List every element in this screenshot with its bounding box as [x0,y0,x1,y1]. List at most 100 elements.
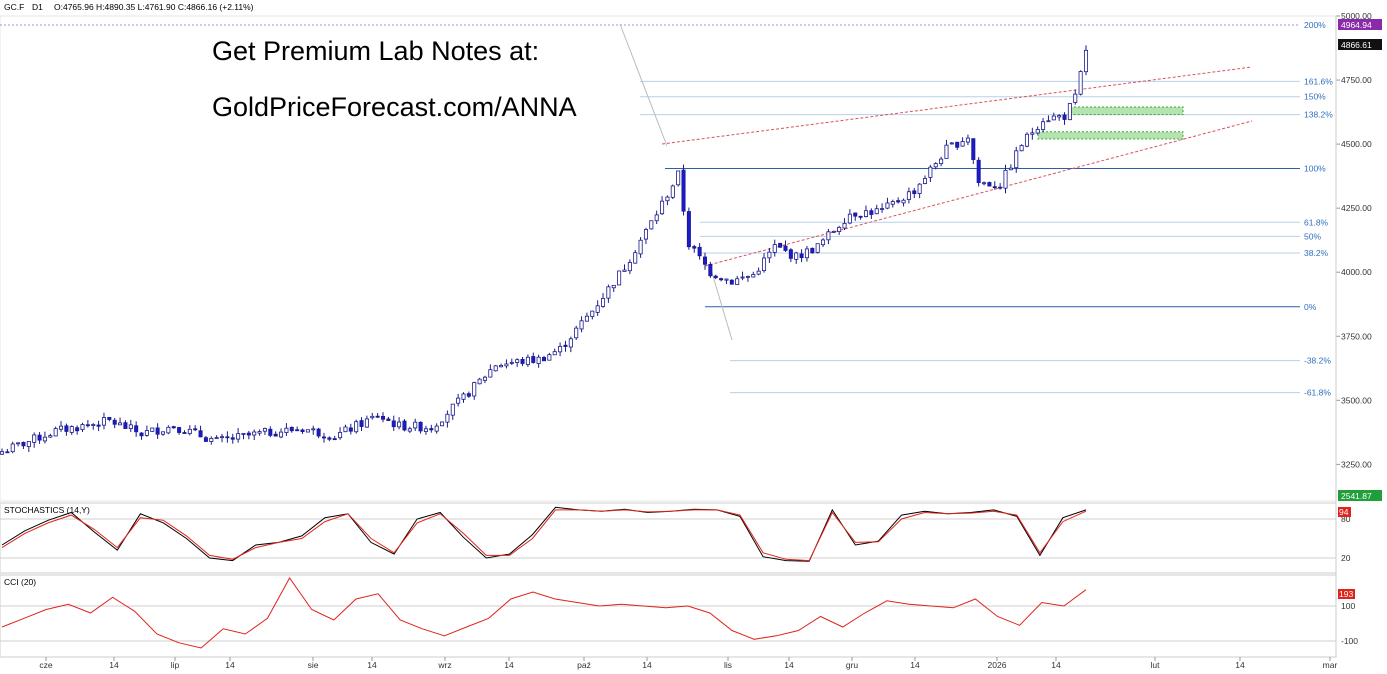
candle-62 [332,435,337,441]
stochastics-panel[interactable] [0,502,1337,574]
candle-25 [134,421,139,437]
cci-value-tag: 193 [1338,589,1355,599]
candle-27 [144,425,149,437]
trend-lines[interactable] [661,66,1253,267]
stochastics-lines: 80 20 [0,506,1351,563]
candle-15 [80,422,85,433]
candle-87 [466,391,471,398]
candle-73 [391,415,396,431]
candle-169 [906,187,911,204]
time-tick-12: gru [846,660,859,670]
candle-201 [1078,70,1083,96]
candle-146 [783,240,788,252]
candle-163 [874,204,879,215]
candle-152 [815,243,820,254]
candle-151 [810,247,815,254]
candle-202 [1083,45,1089,76]
candle-200 [1073,89,1078,105]
candle-128 [686,207,691,250]
candle-36 [193,425,198,432]
candle-45 [241,433,246,440]
candle-181 [971,138,976,164]
candle-168 [901,198,906,207]
candle-86 [461,392,466,403]
candle-107 [574,325,579,340]
candle-167 [896,197,901,204]
fibonacci-retracement[interactable]: 200% 161.6% 150% 138.2% 100% 61.8% 50% 38.2% 0% -… [0,20,1333,398]
candle-5 [26,441,31,452]
fib-label-9: -38.2% [1304,356,1331,366]
candle-6 [32,432,37,448]
stochastics-title: STOCHASTICS (14,Y) [4,505,90,515]
candle-184 [987,181,992,187]
time-tick-16: lut [1151,660,1161,670]
candle-26 [139,432,144,440]
price-tick-6: 3500.00 [1341,395,1372,405]
candle-197 [1057,114,1062,121]
high-price-tag: 4964.94 [1338,19,1382,30]
candle-39 [209,436,214,445]
candle-186 [998,183,1003,190]
support-zones[interactable] [1037,106,1184,140]
fib-connector-1 [619,23,668,147]
cci-value-text: 193 [1339,589,1353,599]
candle-178 [955,141,960,150]
candle-30 [160,431,166,436]
time-tick-1: 14 [109,660,119,670]
candle-52 [279,428,284,439]
candle-109 [584,312,589,322]
candle-47 [252,429,257,441]
candle-24 [128,419,133,432]
candle-70 [375,412,380,418]
channel-lower-line [704,120,1253,267]
price-tick-7: 3250.00 [1341,459,1372,469]
candle-148 [794,251,799,264]
candle-183 [982,181,987,186]
candle-22 [118,417,123,426]
candle-23 [123,420,128,430]
candle-58 [311,425,316,435]
low-price-tag: 2541.87 [1338,490,1382,501]
promo-line-2: GoldPriceForecast.com/ANNA [212,92,577,122]
candle-137 [735,275,740,286]
time-tick-6: wrz [437,660,451,670]
candle-165 [885,197,890,210]
candle-145 [778,242,783,248]
candle-38 [203,435,208,442]
time-tick-4: sie [308,660,319,670]
candle-31 [166,425,171,435]
candle-42 [225,431,230,443]
candle-41 [220,433,225,443]
stoch-series-1 [1,509,1087,562]
candle-53 [284,423,289,436]
cci-panel[interactable] [0,574,1337,658]
candle-90 [482,375,487,384]
support-zone-1 [1037,131,1184,140]
candle-172 [923,175,928,185]
candle-10 [53,426,58,437]
high-price-text: 4964.94 [1341,20,1372,30]
fib-label-8: 0% [1304,302,1317,312]
candle-185 [992,181,997,190]
candle-2 [10,441,15,454]
candle-182 [976,157,981,187]
candle-149 [799,249,804,263]
candle-106 [568,336,573,353]
candle-18 [96,420,101,432]
candle-44 [236,428,241,443]
candle-3 [16,442,21,447]
price-tick-2: 4500.00 [1341,139,1372,149]
candle-89 [477,377,482,385]
candle-114 [611,284,616,292]
time-tick-8: paź [577,660,591,670]
candle-12 [64,423,69,436]
candle-175 [939,156,944,167]
candle-150 [804,245,809,262]
candle-135 [724,278,729,285]
candle-194 [1041,118,1046,133]
candle-51 [273,431,278,437]
time-tick-14: 2026 [988,660,1007,670]
candle-84 [450,403,455,420]
time-tick-5: 14 [367,660,377,670]
